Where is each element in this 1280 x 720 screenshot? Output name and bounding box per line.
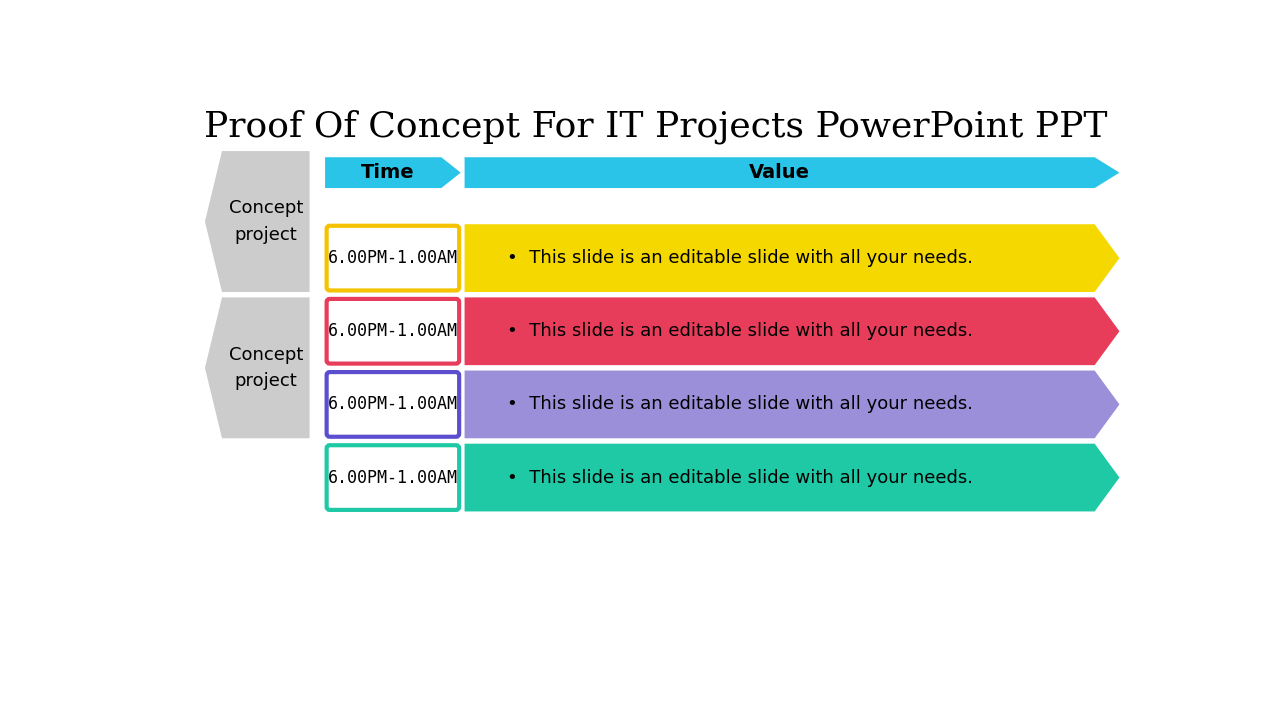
Text: •  This slide is an editable slide with all your needs.: • This slide is an editable slide with a… <box>507 249 973 267</box>
Polygon shape <box>465 157 1120 188</box>
Polygon shape <box>465 297 1120 365</box>
Text: •  This slide is an editable slide with all your needs.: • This slide is an editable slide with a… <box>507 323 973 341</box>
Text: Concept
project: Concept project <box>229 346 303 390</box>
FancyBboxPatch shape <box>326 226 460 290</box>
Polygon shape <box>465 371 1120 438</box>
Polygon shape <box>205 297 310 438</box>
FancyBboxPatch shape <box>326 445 460 510</box>
Text: Concept
project: Concept project <box>229 199 303 244</box>
Text: 6.00PM-1.00AM: 6.00PM-1.00AM <box>328 249 458 267</box>
Text: Proof Of Concept For IT Projects PowerPoint PPT: Proof Of Concept For IT Projects PowerPo… <box>205 109 1107 144</box>
Text: •  This slide is an editable slide with all your needs.: • This slide is an editable slide with a… <box>507 395 973 413</box>
Text: 6.00PM-1.00AM: 6.00PM-1.00AM <box>328 469 458 487</box>
FancyBboxPatch shape <box>326 299 460 364</box>
Text: 6.00PM-1.00AM: 6.00PM-1.00AM <box>328 323 458 341</box>
Polygon shape <box>465 444 1120 511</box>
Text: Value: Value <box>749 163 810 182</box>
Text: 6.00PM-1.00AM: 6.00PM-1.00AM <box>328 395 458 413</box>
Polygon shape <box>325 157 461 188</box>
Polygon shape <box>465 224 1120 292</box>
FancyBboxPatch shape <box>326 372 460 437</box>
Polygon shape <box>205 151 310 292</box>
Text: Time: Time <box>361 163 415 182</box>
Text: •  This slide is an editable slide with all your needs.: • This slide is an editable slide with a… <box>507 469 973 487</box>
